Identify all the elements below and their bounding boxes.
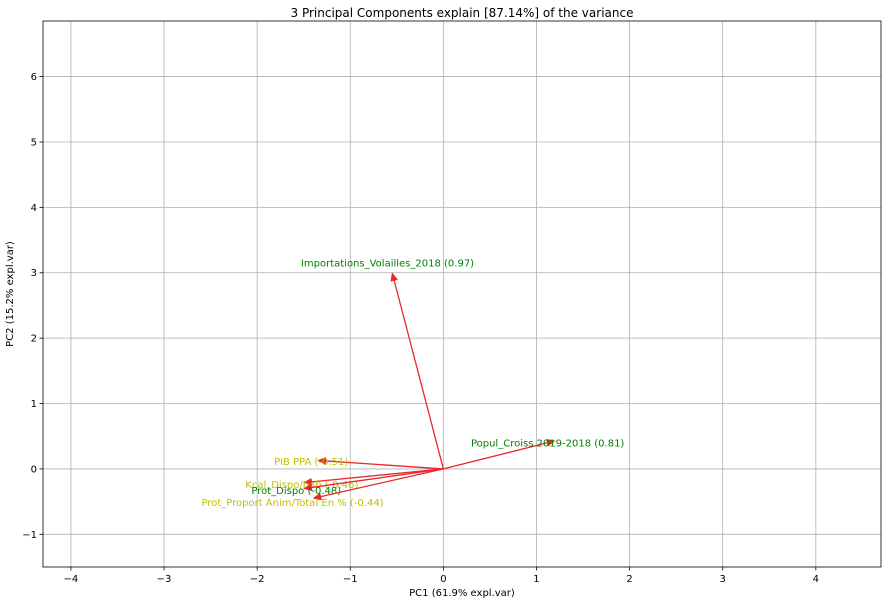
y-axis-label: PC2 (15.2% expl.var) [5,241,16,347]
vector-arrowhead [317,457,327,465]
x-tick-label: −4 [64,574,79,585]
loading-vector: Kcal_Dispo/hab (-0.46) [245,468,444,491]
loading-vector: Prot_Dispo (-0.48) [251,468,444,497]
x-tick-label: 3 [720,574,726,585]
axis-ticks: −4 −3 −2 −1 0 1 2 3 4 −1 0 1 2 3 4 5 6 [22,72,819,585]
vector-label: Prot_Dispo (-0.48) [251,486,341,497]
vector-arrowhead [312,492,322,501]
chart-title: 3 Principal Components explain [87.14%] … [291,6,634,20]
vector-shaft [443,442,548,470]
loading-vector: Prot_Proport Anim/Total En % (-0.44) [201,468,444,509]
loading-vector: Popul_Croiss 2019-2018 (0.81) [443,438,624,470]
vector-label: Importations_Volailles_2018 (0.97) [301,258,474,269]
y-tick-label: 3 [31,268,37,279]
vector-label: Kcal_Dispo/hab (-0.46) [245,480,358,491]
y-tick-label: 5 [31,137,37,148]
x-axis-label: PC1 (61.9% expl.var) [409,588,515,599]
y-tick-label: 4 [31,203,37,214]
vector-shaft [311,468,444,489]
loading-vector: Importations_Volailles_2018 (0.97) [301,258,474,470]
y-tick-label: 2 [31,334,37,345]
x-tick-label: −1 [343,574,358,585]
vector-shaft [393,280,445,470]
vector-arrowhead [303,483,313,492]
plot-frame [42,20,882,568]
x-tick-label: −3 [157,574,172,585]
loading-vectors: Importations_Volailles_2018 (0.97) Popul_… [201,258,624,508]
vector-shaft [320,468,444,498]
vector-arrowhead [303,477,313,486]
y-tick-label: 6 [31,72,37,83]
x-tick-label: −2 [250,574,265,585]
vector-shaft [311,468,444,483]
vector-label: Popul_Croiss 2019-2018 (0.81) [471,438,624,449]
vector-label: PIB PPA (-0.51) [274,457,348,468]
vector-shaft [325,460,444,470]
vector-label: Prot_Proport Anim/Total En % (-0.44) [201,498,383,509]
y-tick-label: 0 [31,464,37,475]
x-tick-label: 1 [533,574,539,585]
x-tick-label: 2 [626,574,632,585]
y-tick-label: 1 [31,399,37,410]
vector-arrowhead [546,439,556,447]
x-tick-label: 4 [813,574,819,585]
grid [43,21,881,567]
x-tick-label: 0 [440,574,446,585]
vector-arrowhead [390,272,399,282]
y-tick-label: −1 [22,530,37,541]
loading-vector: PIB PPA (-0.51) [274,457,444,470]
